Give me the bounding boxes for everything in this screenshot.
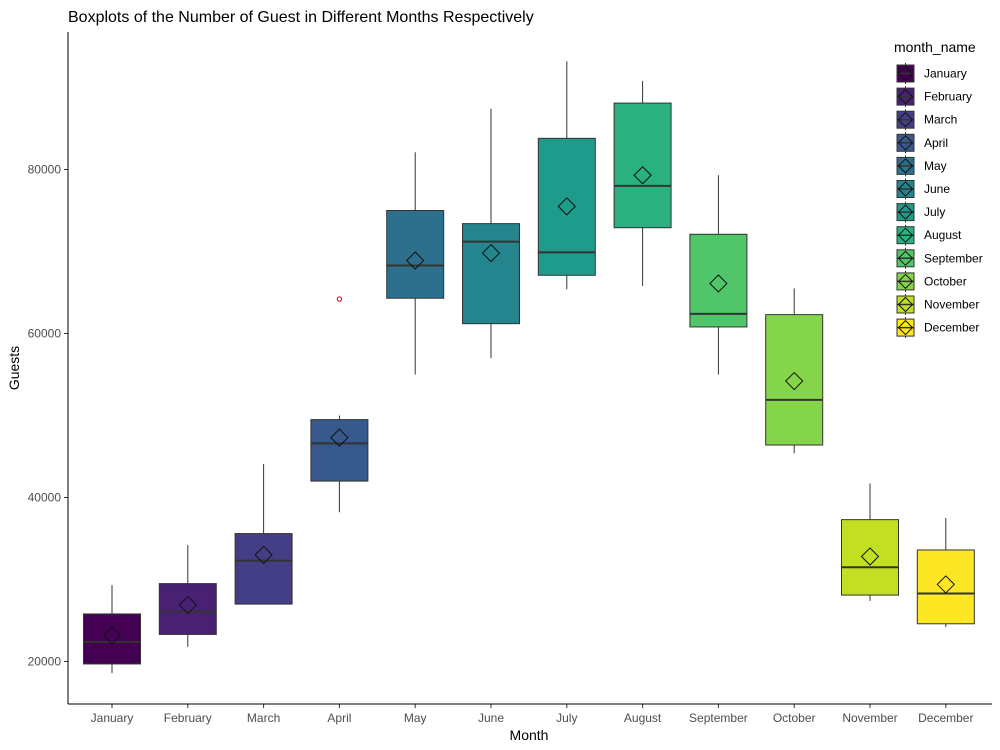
y-tick-label: 80000: [28, 163, 62, 177]
box-body: [462, 223, 520, 325]
mean-diamond: [481, 243, 501, 263]
y-axis-ticks: 20000 40000 60000 80000: [28, 163, 68, 669]
box-body: [386, 210, 445, 299]
x-tick-label: April: [327, 711, 351, 725]
x-axis-ticks: January February March April May June July Augu…: [91, 704, 973, 725]
box-april: [310, 296, 369, 513]
x-tick-label: June: [478, 711, 504, 725]
legend-item-august: August: [896, 224, 962, 246]
box-october: [765, 288, 824, 454]
mean-diamond: [784, 371, 804, 391]
legend-item-july: July: [896, 201, 945, 223]
box-december: [916, 518, 975, 628]
legend-key-diamond: [897, 204, 914, 220]
legend-item-december: December: [896, 317, 979, 339]
box-body: [537, 137, 596, 276]
mean-diamond: [936, 575, 956, 594]
legend-key-diamond: [897, 65, 914, 82]
y-axis-title: Guests: [6, 346, 22, 390]
legend-label: June: [924, 182, 950, 196]
legend-key-diamond: [897, 296, 914, 313]
x-tick-label: December: [918, 711, 973, 725]
legend: month_name January February March April May J…: [894, 39, 983, 339]
x-tick-label: August: [624, 711, 662, 725]
y-tick-label: 20000: [28, 655, 62, 669]
legend-item-february: February: [896, 86, 972, 108]
mean-diamond: [254, 545, 273, 565]
outlier-point: [336, 296, 343, 302]
legend-label: November: [924, 298, 979, 312]
box-body: [841, 519, 899, 596]
mean-diamond: [178, 595, 198, 615]
box-february: [158, 545, 217, 647]
box-body: [158, 583, 217, 635]
box-march: [234, 463, 293, 605]
legend-key-diamond: [897, 319, 914, 336]
legend-item-may: May: [896, 155, 947, 177]
chart-title: Boxplots of the Number of Guest in Diffe…: [68, 9, 534, 26]
mean-diamond: [709, 274, 728, 293]
x-axis-title: Month: [510, 727, 549, 743]
box-body: [916, 549, 975, 625]
legend-key-diamond: [897, 158, 914, 174]
legend-item-january: January: [896, 63, 967, 84]
box-may: [386, 152, 445, 375]
y-tick-label: 60000: [28, 327, 62, 341]
mean-diamond: [633, 166, 652, 185]
x-tick-label: October: [773, 711, 816, 725]
legend-label: October: [924, 274, 967, 288]
legend-label: April: [924, 136, 948, 150]
x-tick-label: September: [689, 711, 748, 725]
box-august: [613, 80, 672, 286]
box-body: [83, 613, 141, 665]
legend-key-diamond: [897, 273, 914, 290]
x-tick-label: February: [164, 711, 212, 725]
legend-label: May: [924, 159, 947, 173]
legend-item-october: October: [896, 270, 967, 292]
box-july: [537, 61, 596, 290]
legend-item-march: March: [896, 109, 957, 131]
legend-title: month_name: [894, 39, 976, 55]
legend-key-diamond: [897, 135, 914, 151]
legend-label: July: [924, 205, 945, 219]
legend-label: August: [924, 228, 962, 242]
x-tick-label: March: [247, 711, 280, 725]
legend-key-diamond: [897, 181, 914, 197]
box-june: [462, 108, 520, 359]
mean-diamond: [557, 197, 577, 216]
box-body: [765, 314, 824, 446]
plot-area: [83, 61, 975, 673]
legend-label: February: [924, 90, 972, 104]
mean-diamond: [102, 626, 122, 645]
legend-label: March: [924, 113, 957, 127]
x-tick-label: November: [842, 711, 897, 725]
legend-label: December: [924, 321, 979, 335]
y-tick-label: 40000: [28, 491, 62, 505]
box-september: [689, 175, 748, 375]
mean-diamond: [330, 428, 349, 447]
legend-key-diamond: [897, 250, 914, 267]
legend-item-april: April: [896, 132, 948, 154]
x-tick-label: May: [404, 711, 427, 725]
x-tick-label: January: [91, 711, 134, 725]
box-body: [310, 419, 369, 482]
mean-diamond: [860, 547, 880, 566]
legend-item-june: June: [896, 178, 950, 200]
legend-key-diamond: [897, 227, 914, 243]
legend-item-september: September: [896, 247, 983, 269]
legend-key-diamond: [897, 111, 914, 128]
box-january: [83, 585, 141, 673]
legend-item-november: November: [896, 294, 979, 315]
box-november: [841, 483, 899, 601]
box-body: [689, 233, 748, 328]
legend-label: September: [924, 251, 983, 265]
legend-key-diamond: [897, 88, 914, 105]
box-body: [234, 533, 293, 605]
x-tick-label: July: [556, 711, 577, 725]
box-body: [613, 102, 672, 229]
legend-label: January: [924, 67, 967, 81]
mean-diamond: [405, 251, 425, 270]
